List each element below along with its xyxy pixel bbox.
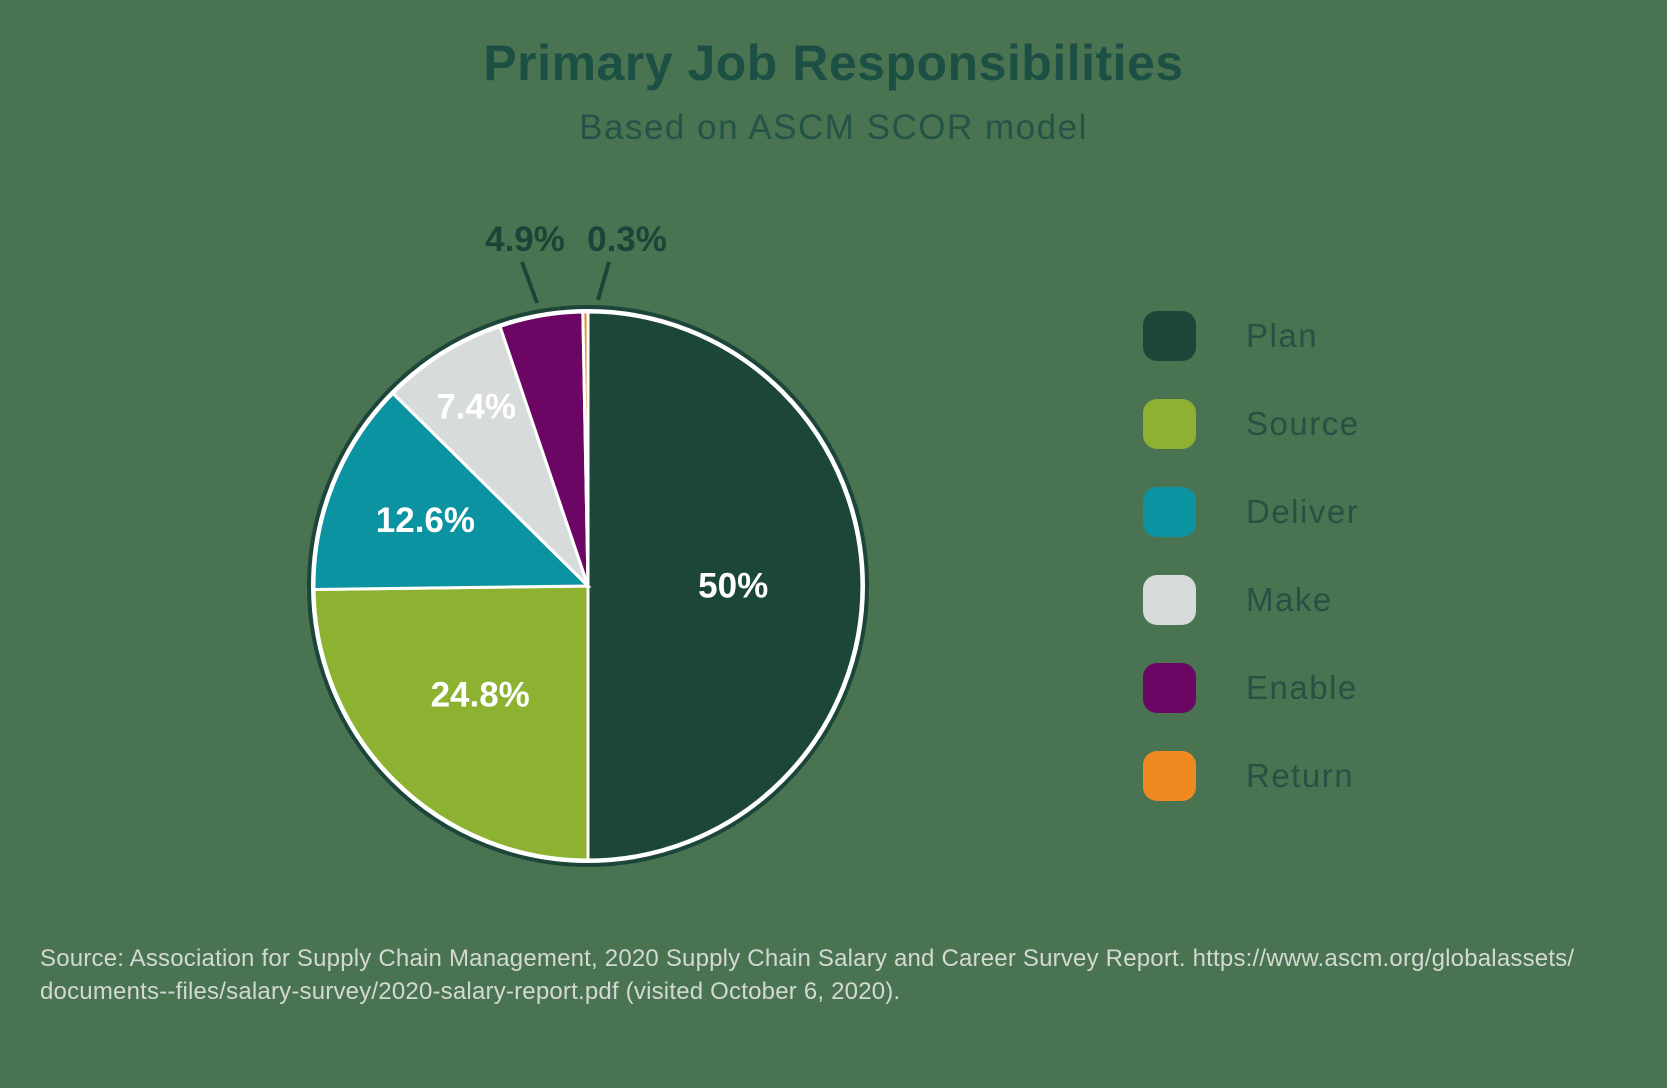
legend: Plan Source Deliver Make Enable Return [1143, 311, 1360, 801]
legend-swatch-return [1143, 751, 1196, 801]
callout-line-return [596, 261, 611, 301]
chart-header: Primary Job Responsibilities Based on AS… [0, 34, 1667, 148]
pie-label-plan: 50% [698, 567, 768, 606]
pie-slice-deliver [312, 391, 592, 591]
legend-label-source: Source [1246, 405, 1360, 442]
pie-callout-enable: 4.9% [485, 220, 565, 259]
pie-svg: 50% 24.8% 12.6% 7.4% [307, 261, 869, 867]
legend-swatch-make [1143, 575, 1196, 625]
pie-label-source: 24.8% [431, 676, 530, 715]
legend-swatch-plan [1143, 311, 1196, 361]
legend-swatch-enable [1143, 663, 1196, 713]
pie-slice-plan [586, 310, 864, 862]
pie-label-make: 7.4% [436, 388, 516, 427]
legend-item-return: Return [1143, 751, 1360, 801]
legend-label-deliver: Deliver [1246, 493, 1360, 530]
legend-item-enable: Enable [1143, 663, 1360, 713]
legend-item-deliver: Deliver [1143, 487, 1360, 537]
callout-line-enable [520, 261, 539, 304]
legend-item-plan: Plan [1143, 311, 1360, 361]
pie-slice-make [390, 324, 590, 588]
legend-label-return: Return [1246, 757, 1355, 794]
legend-item-source: Source [1143, 399, 1360, 449]
source-note-line-1: Source: Association for Supply Chain Man… [40, 945, 1575, 972]
pie-slice-return [581, 310, 590, 587]
source-note-line-2: documents--files/salary-survey/2020-sala… [40, 978, 901, 1005]
legend-label-enable: Enable [1246, 669, 1358, 706]
pie-callout-return: 0.3% [587, 220, 667, 259]
pie-slice-source [312, 584, 590, 862]
pie-chart: 50% 24.8% 12.6% 7.4% 4.9% 0.3% [238, 186, 938, 886]
pie-label-deliver: 12.6% [376, 501, 475, 540]
legend-label-plan: Plan [1246, 317, 1319, 354]
legend-swatch-deliver [1143, 487, 1196, 537]
chart-subtitle: Based on ASCM SCOR model [579, 108, 1088, 147]
chart-title: Primary Job Responsibilities [483, 35, 1184, 91]
legend-swatch-source [1143, 399, 1196, 449]
legend-label-make: Make [1246, 581, 1333, 618]
source-note: Source: Association for Supply Chain Man… [40, 942, 1574, 1008]
legend-item-make: Make [1143, 575, 1360, 625]
